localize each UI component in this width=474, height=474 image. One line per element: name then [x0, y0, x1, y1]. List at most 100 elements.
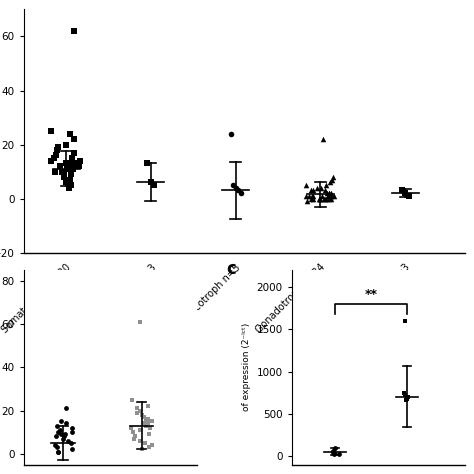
Point	[138, 446, 146, 453]
Point	[70, 136, 77, 143]
Point	[404, 395, 411, 402]
Point	[331, 444, 338, 452]
Point	[328, 176, 336, 183]
Point	[128, 424, 135, 432]
Point	[69, 162, 77, 170]
Point	[310, 195, 317, 202]
Point	[142, 439, 149, 447]
Point	[322, 181, 330, 189]
Point	[326, 179, 334, 186]
Point	[47, 157, 55, 164]
Point	[328, 189, 335, 197]
Point	[234, 187, 242, 194]
Point	[68, 428, 76, 436]
Point	[401, 189, 409, 197]
Point	[319, 136, 327, 143]
Point	[336, 451, 343, 458]
Point	[138, 411, 146, 419]
Point	[66, 176, 73, 183]
Point	[134, 409, 141, 417]
Point	[320, 195, 328, 202]
Point	[229, 181, 237, 189]
Point	[401, 389, 408, 396]
Point	[330, 450, 337, 457]
Point	[68, 154, 75, 162]
Point	[128, 396, 136, 403]
Point	[64, 165, 71, 173]
Point	[129, 428, 137, 436]
Point	[131, 435, 138, 442]
Point	[63, 179, 70, 186]
Point	[401, 392, 409, 399]
Point	[137, 426, 144, 434]
Point	[51, 168, 59, 175]
Point	[137, 437, 144, 445]
Point	[303, 198, 311, 205]
Point	[54, 428, 62, 436]
Point	[76, 157, 84, 164]
Point	[144, 160, 151, 167]
Point	[329, 448, 337, 456]
Text: c: c	[226, 260, 236, 278]
Point	[133, 404, 141, 412]
Point	[144, 402, 152, 410]
Point	[69, 165, 76, 173]
Point	[48, 127, 55, 135]
Point	[142, 422, 150, 429]
Point	[144, 415, 152, 423]
Point	[57, 418, 64, 425]
Point	[316, 195, 324, 202]
Point	[310, 187, 317, 194]
Point	[75, 162, 82, 170]
Point	[302, 181, 310, 189]
Point	[327, 195, 335, 202]
Point	[302, 192, 310, 200]
Point	[57, 430, 65, 438]
Point	[60, 435, 67, 442]
Point	[66, 130, 74, 137]
Point	[56, 162, 64, 170]
Point	[315, 195, 323, 202]
Point	[405, 192, 412, 200]
Point	[145, 419, 152, 427]
Point	[148, 418, 156, 425]
Point	[63, 160, 70, 167]
Point	[322, 195, 330, 202]
Point	[71, 27, 78, 35]
Point	[52, 433, 60, 440]
Point	[62, 404, 70, 412]
Point	[330, 192, 338, 200]
Point	[70, 149, 78, 156]
Point	[325, 195, 332, 202]
Y-axis label: of expression (2⁻ᴵᶜᵗ): of expression (2⁻ᴵᶜᵗ)	[242, 323, 251, 411]
Point	[145, 430, 153, 438]
Point	[404, 393, 412, 401]
Point	[52, 441, 59, 449]
Point	[313, 184, 320, 191]
Point	[53, 146, 61, 154]
Point	[62, 141, 70, 148]
Point	[329, 447, 337, 455]
Point	[317, 195, 324, 202]
Point	[68, 424, 75, 432]
Point	[61, 171, 68, 178]
Point	[142, 418, 149, 425]
Point	[309, 192, 317, 200]
Point	[60, 433, 68, 440]
Point	[402, 396, 410, 404]
Text: **: **	[365, 288, 377, 301]
Point	[67, 181, 74, 189]
Point	[325, 189, 333, 197]
Point	[54, 144, 62, 151]
Point	[137, 407, 144, 414]
Point	[54, 448, 62, 456]
Point	[146, 424, 154, 432]
Point	[325, 189, 333, 197]
Point	[232, 184, 239, 191]
Point	[319, 192, 326, 200]
Point	[237, 189, 245, 197]
Point	[55, 448, 62, 456]
Point	[140, 419, 147, 427]
Point	[67, 439, 75, 447]
Point	[330, 449, 338, 456]
